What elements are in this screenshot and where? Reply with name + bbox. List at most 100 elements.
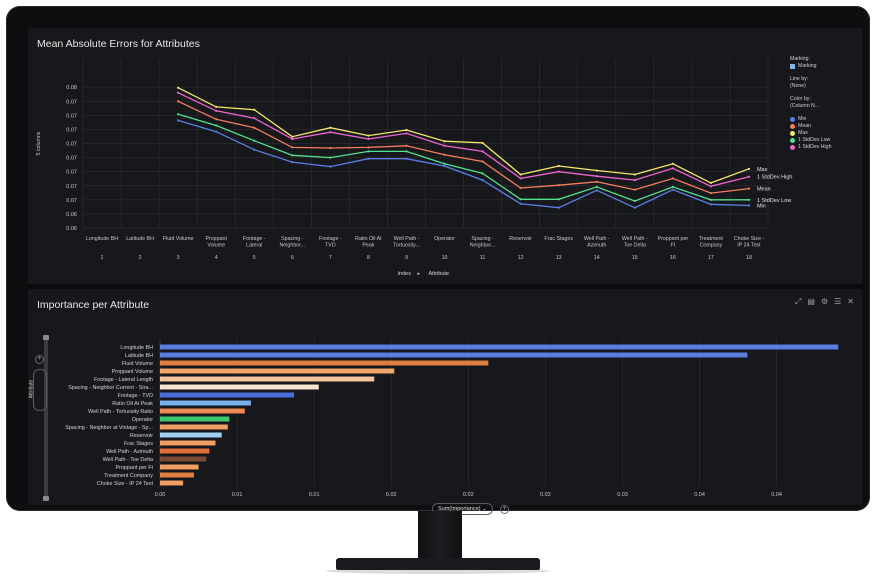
high-swatch: [790, 145, 795, 150]
x-tick-label-line: Footage -: [319, 236, 342, 242]
panel-divider[interactable]: [28, 284, 862, 289]
point-high: [747, 175, 751, 178]
point-max: [215, 105, 218, 108]
x-tick-label: Choke Size -IP 24 Test: [734, 236, 765, 249]
x-index-label: 16: [670, 255, 676, 261]
add-x-axis-icon[interactable]: +: [500, 505, 509, 514]
point-mean: [519, 186, 522, 190]
y-tick-label: 0.07: [66, 156, 77, 162]
legend-item-max-label: Max: [798, 130, 808, 136]
gear-icon[interactable]: ⚙: [820, 297, 829, 306]
attribute-axis-selector[interactable]: Attribute: [28, 369, 47, 411]
y-tick-label: Footage - TVD: [118, 393, 153, 399]
panel-toolbar: ⤢ ▤ ⚙ ☰ ✕: [795, 297, 854, 307]
y-tick-label: Frac Stages: [124, 441, 153, 447]
point-max: [519, 173, 522, 176]
bar: [160, 424, 228, 430]
x-tick-label: 0.01: [232, 492, 243, 498]
x-tick-label-line: Well Path -: [584, 236, 610, 242]
x-axis-arrow: ▸: [418, 271, 421, 277]
x-tick-label-line: Tortuosity...: [393, 243, 420, 249]
point-low: [215, 124, 218, 127]
notes-icon[interactable]: ▤: [807, 297, 815, 306]
close-icon[interactable]: ✕: [847, 297, 854, 306]
point-low: [329, 156, 332, 159]
point-low: [671, 185, 674, 188]
monitor-frame: Mean Absolute Errors for Attributes 0.08…: [6, 6, 870, 515]
point-high: [291, 137, 294, 141]
y-tick-label: 0.07: [66, 113, 77, 119]
legend-item-min[interactable]: Min: [790, 116, 862, 123]
x-tick-label: 0.04: [694, 492, 705, 498]
series-line-high: [177, 92, 750, 187]
point-min: [633, 206, 636, 209]
point-max: [709, 181, 713, 185]
legend-line-by-value[interactable]: (None): [790, 83, 806, 89]
point-min: [215, 130, 218, 133]
point-min: [405, 157, 408, 160]
point-low: [481, 172, 484, 175]
x-axis-label-index: Index: [398, 271, 412, 277]
x-tick-label-line: Azimuth: [587, 243, 606, 249]
sum-importance-selector[interactable]: Sum(Importance) ⌄: [432, 503, 493, 515]
point-min: [747, 204, 751, 207]
x-tick-label: Footage -TVD: [319, 236, 342, 249]
series-line-mean: [177, 100, 750, 194]
x-tick-label-line: Neighbor...: [279, 243, 305, 249]
x-axis-label-attribute: Attribute: [429, 271, 449, 277]
expand-icon[interactable]: ⤢: [794, 297, 802, 306]
bar: [160, 480, 184, 486]
point-mean: [253, 126, 256, 129]
y-tick-label: 0.07: [66, 198, 77, 204]
point-mean: [329, 146, 332, 150]
x-index-label: 6: [291, 255, 294, 261]
point-min: [481, 179, 484, 182]
point-high: [671, 167, 674, 170]
point-high: [481, 150, 484, 153]
point-low: [633, 199, 636, 203]
legend-marking-item[interactable]: Marking: [790, 63, 862, 70]
y-tick-label: Ratio Oil At Peak: [112, 401, 153, 407]
point-high: [329, 131, 332, 134]
point-mean: [709, 191, 713, 195]
y-tick-label: 0.07: [66, 99, 77, 105]
bar: [160, 352, 748, 358]
series-line-min: [177, 119, 750, 209]
legend-item-mean[interactable]: Mean: [790, 123, 862, 130]
x-index-label: 7: [329, 255, 332, 261]
bar: [160, 408, 245, 414]
y-tick-label: Well Path - Toe Delta: [103, 457, 153, 463]
x-tick-label: Spacing -Neighbor...: [470, 236, 496, 249]
dashboard-screen: Mean Absolute Errors for Attributes 0.08…: [28, 28, 862, 515]
point-low: [291, 154, 294, 157]
x-tick-label: Spacing -Neighbor...: [279, 236, 305, 249]
x-tick-label-line: Treatment: [699, 236, 723, 242]
legend-item-low[interactable]: 1 StdDev Low: [790, 137, 862, 144]
point-high: [215, 109, 218, 112]
legend-item-max[interactable]: Max: [790, 130, 862, 137]
legend-color-by-value[interactable]: (Column N...: [790, 103, 820, 109]
point-min: [253, 148, 256, 151]
point-high: [405, 132, 408, 135]
point-low: [747, 198, 751, 201]
x-index-label: 3: [177, 255, 180, 261]
x-tick-label: Longitude BH: [86, 236, 118, 242]
legend-line-by-label: Line by:: [790, 76, 809, 82]
x-tick-label-line: Peak: [362, 243, 374, 249]
x-index-label: 17: [708, 255, 714, 261]
point-mean: [747, 187, 751, 190]
list-icon[interactable]: ☰: [834, 297, 842, 306]
x-tick-label: Reservoir: [509, 236, 532, 242]
vertical-scrollbar[interactable]: [43, 335, 49, 501]
y-tick-label: Fluid Volume: [122, 361, 153, 367]
legend-item-high[interactable]: 1 StdDev High: [790, 144, 862, 151]
point-mean: [595, 180, 598, 183]
add-y-axis-icon[interactable]: +: [35, 355, 44, 364]
series-line-low: [177, 113, 749, 202]
legend-item-mean-label: Mean: [798, 123, 811, 129]
point-max: [595, 169, 598, 172]
monitor-stand-neck: [418, 511, 462, 561]
point-max: [367, 134, 370, 137]
point-mean: [367, 146, 370, 149]
x-tick-label-line: Reservoir: [509, 236, 532, 242]
